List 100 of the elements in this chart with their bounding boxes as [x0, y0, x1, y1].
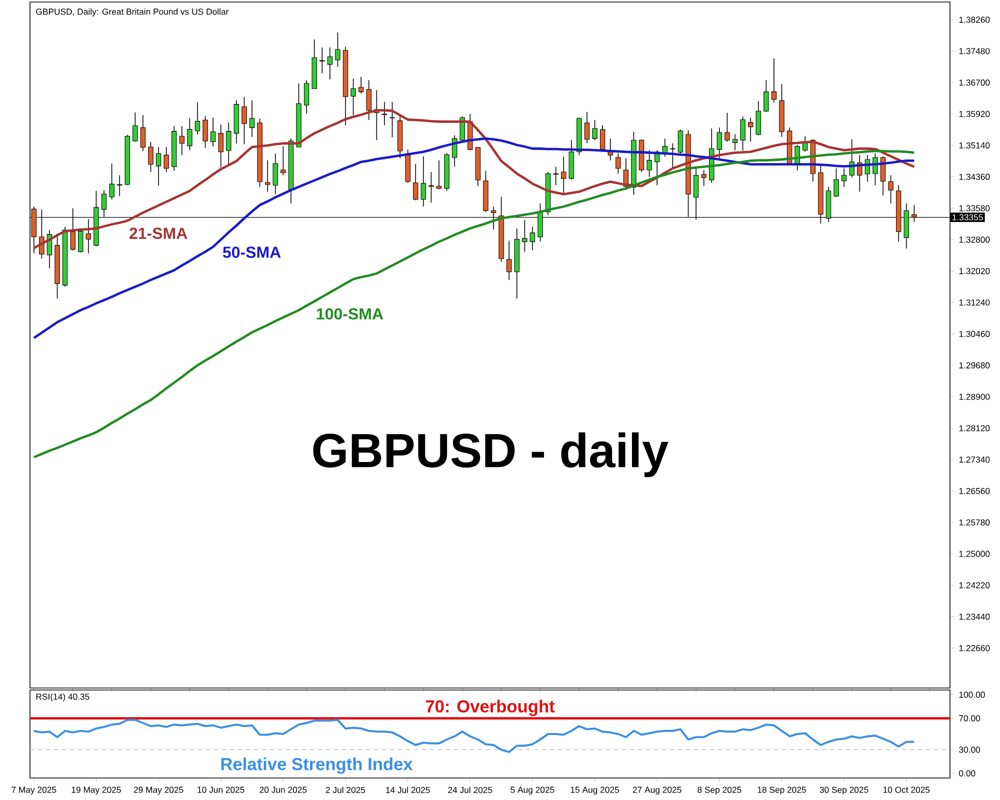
y-tick-label: 1.22660 — [959, 645, 990, 652]
candlestick — [436, 160, 442, 190]
series-label: 50-SMA — [222, 246, 281, 258]
candlestick — [164, 146, 169, 172]
ref-line-label: 1.33355 — [952, 214, 983, 220]
x-tick-label: 30 Sep 2025 — [820, 786, 868, 795]
x-tick-label: 15 Aug 2025 — [570, 786, 619, 795]
y-tick-label: 1.32800 — [959, 236, 990, 243]
y-tick-label: 1.24220 — [959, 582, 990, 588]
candlestick — [608, 138, 613, 161]
y-tick-label: 1.27340 — [959, 456, 990, 463]
candlestick — [740, 116, 746, 152]
annotation: GBPUSD - daily — [313, 432, 668, 478]
candlestick — [116, 174, 122, 197]
x-tick-label: 2 Jul 2025 — [326, 786, 366, 794]
y-tick-label: 100.00 — [959, 692, 985, 698]
x-tick-label: 7 May 2025 — [12, 786, 56, 795]
y-tick-label: 1.28120 — [959, 425, 990, 432]
candlestick — [202, 116, 208, 148]
candlestick — [249, 100, 255, 138]
y-tick-label: 1.26560 — [959, 488, 990, 494]
candlestick — [646, 150, 652, 178]
candlestick — [382, 101, 388, 126]
x-tick-label: 27 Aug 2025 — [632, 786, 682, 795]
candlestick — [888, 174, 894, 204]
y-tick-label: 1.37480 — [959, 48, 990, 54]
candlestick — [771, 58, 777, 104]
y-tick-label: 1.38260 — [959, 16, 990, 23]
candlestick — [428, 172, 434, 203]
candlestick — [701, 170, 706, 186]
candlestick — [616, 153, 621, 174]
candlestick — [841, 168, 847, 188]
candlestick — [530, 226, 536, 251]
candlestick — [420, 156, 426, 208]
y-tick-label: 1.33580 — [959, 205, 990, 212]
x-tick-label: 18 Sep 2025 — [758, 786, 806, 795]
candlestick — [522, 220, 528, 252]
candlestick — [335, 32, 340, 68]
candlestick — [358, 76, 364, 94]
candlestick — [78, 230, 84, 253]
candlestick — [194, 102, 200, 135]
series-label: 100-SMA — [316, 308, 384, 320]
candlestick — [390, 101, 395, 138]
candlestick — [506, 240, 512, 280]
candlestick — [756, 100, 761, 136]
candlestick — [834, 168, 839, 198]
candlestick — [210, 117, 216, 148]
chart-title: RSI(14) 40.35 — [36, 693, 90, 702]
y-tick-label: 1.25780 — [959, 519, 990, 526]
y-tick-label: 70.00 — [959, 715, 980, 722]
x-tick-label: 20 Jun 2025 — [260, 786, 307, 793]
x-tick-label: 29 May 2025 — [134, 786, 184, 795]
candlestick — [132, 112, 138, 142]
x-tick-label: 14 Jul 2025 — [386, 786, 430, 794]
x-tick-label: 10 Jun 2025 — [198, 786, 244, 793]
y-tick-label: 1.32020 — [959, 268, 990, 274]
candlestick — [350, 78, 356, 116]
candlestick — [327, 47, 333, 80]
y-tick-label: 30.00 — [959, 746, 980, 753]
candlestick — [592, 120, 598, 141]
candlestick — [748, 117, 754, 142]
y-tick-label: 0.00 — [959, 770, 976, 776]
candlestick — [584, 112, 590, 144]
candlestick — [716, 127, 722, 159]
candlestick — [148, 141, 154, 172]
candlestick — [109, 163, 114, 200]
candlestick — [156, 146, 162, 186]
y-tick-label: 1.36700 — [959, 80, 990, 86]
y-tick-label: 1.35920 — [959, 110, 990, 118]
candlestick — [272, 153, 278, 195]
candlestick — [264, 160, 270, 192]
candlestick — [561, 156, 566, 194]
candlestick — [304, 80, 310, 114]
candlestick — [242, 96, 247, 145]
candlestick — [413, 164, 418, 201]
annotation: Relative Strength Index — [221, 758, 413, 774]
candlestick — [140, 114, 146, 152]
y-tick-label: 1.30460 — [959, 330, 990, 337]
text: GBPUSD, Daily: Great Britain Pound vs US Dollar — [36, 8, 229, 16]
y-tick-label: 1.25000 — [959, 550, 990, 557]
x-tick-label: 24 Jul 2025 — [448, 786, 492, 794]
candlestick — [732, 134, 738, 151]
y-tick-label: 1.31240 — [959, 299, 990, 306]
candlestick — [764, 80, 769, 112]
candlestick — [320, 47, 325, 74]
candlestick — [280, 146, 286, 176]
candlestick — [366, 80, 372, 120]
y-tick-label: 1.29680 — [959, 362, 990, 368]
candlestick — [218, 124, 224, 168]
x-tick-label: 8 Sep 2025 — [698, 786, 742, 795]
candlestick — [802, 136, 808, 152]
y-tick-label: 1.28900 — [959, 394, 990, 400]
candlestick — [724, 112, 730, 142]
y-tick-label: 1.23440 — [959, 614, 990, 620]
candlestick — [226, 122, 232, 165]
candlestick — [179, 126, 185, 156]
candlestick — [678, 129, 684, 154]
x-tick-label: 10 Oct 2025 — [883, 786, 930, 793]
x-tick-label: 5 Aug 2025 — [510, 786, 554, 795]
x-tick-label: 19 May 2025 — [72, 786, 121, 795]
